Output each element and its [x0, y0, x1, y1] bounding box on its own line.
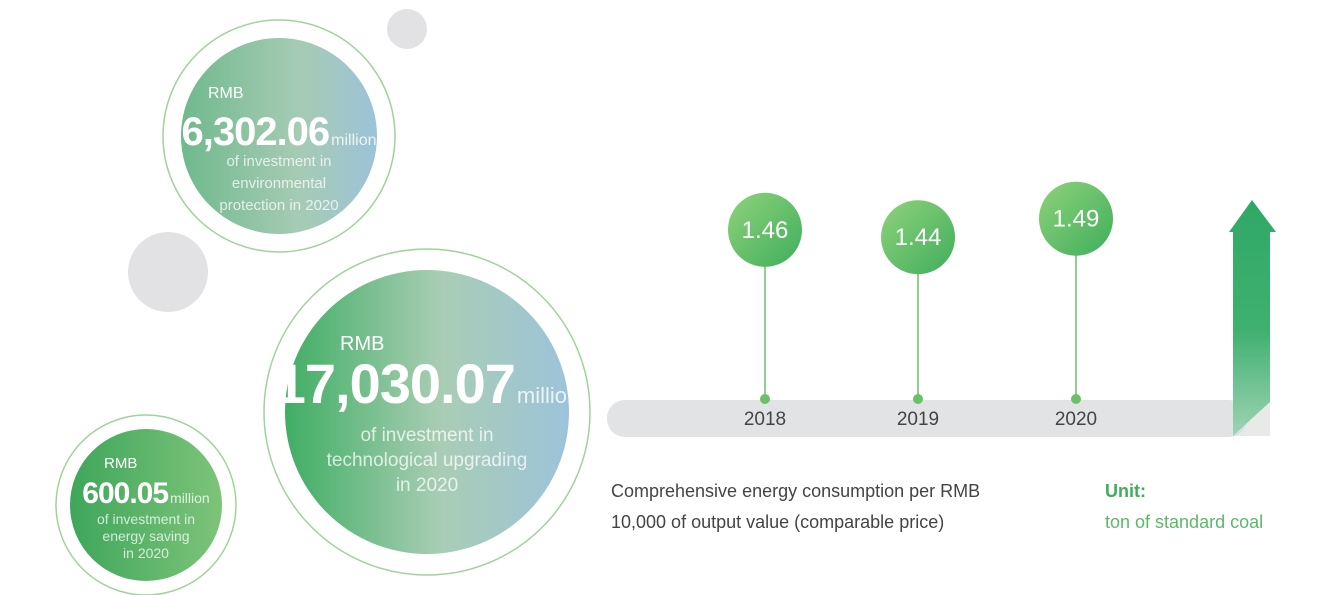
currency: RMB — [340, 333, 384, 355]
description: of investment in — [97, 511, 195, 527]
arrow-shadow — [1233, 402, 1270, 436]
timeline-bar — [607, 400, 1247, 437]
pin-dot — [1071, 394, 1081, 404]
unit-text: ton of standard coal — [1105, 512, 1263, 532]
description: protection in 2020 — [219, 197, 338, 214]
inner-circle — [70, 429, 222, 581]
description: in 2020 — [123, 545, 169, 561]
energy-chart: 1.46 2018 1.44 2019 1.49 2020 — [728, 181, 1113, 430]
amount: 17,030.07 — [275, 352, 515, 415]
description: technological upgrading — [327, 450, 528, 471]
value-label: 1.46 — [742, 217, 789, 244]
outer-ring — [55, 414, 237, 595]
amount: 600.05 — [82, 477, 168, 510]
pin-head — [881, 200, 955, 275]
currency: RMB — [208, 85, 244, 102]
unit: million — [517, 383, 579, 408]
year-label: 2018 — [744, 409, 786, 430]
description: in 2020 — [396, 475, 458, 496]
value-label: 1.49 — [1053, 206, 1100, 233]
decor-dot — [128, 232, 208, 312]
year-label: 2019 — [897, 409, 939, 430]
unit: million — [331, 132, 376, 149]
pin-head — [728, 192, 802, 267]
pin-dot — [913, 394, 923, 404]
amount-line: 6,302.06 million — [181, 110, 376, 154]
unit-label: Unit: — [1105, 481, 1146, 501]
description: energy saving — [102, 528, 189, 544]
pin-head — [1039, 181, 1113, 256]
description: of investment in — [360, 425, 493, 446]
decor-dot — [387, 9, 427, 49]
amount-line: 600.05 million — [82, 477, 209, 510]
description: environmental — [232, 175, 326, 192]
inner-circle — [181, 38, 377, 234]
caption: Comprehensive energy consumption per RMB — [611, 481, 980, 501]
amount: 6,302.06 — [181, 110, 329, 154]
year-label: 2020 — [1055, 409, 1097, 430]
outer-ring — [263, 248, 591, 576]
unit: million — [170, 490, 210, 506]
description: of investment in — [226, 153, 331, 170]
caption: 10,000 of output value (comparable price… — [611, 512, 944, 532]
currency: RMB — [104, 455, 137, 472]
value-label: 1.44 — [895, 224, 942, 251]
pin-dot — [760, 394, 770, 404]
amount-line: 17,030.07million — [275, 352, 580, 415]
inner-circle — [285, 270, 569, 554]
outer-ring — [162, 19, 396, 253]
up-arrow — [1229, 200, 1276, 436]
